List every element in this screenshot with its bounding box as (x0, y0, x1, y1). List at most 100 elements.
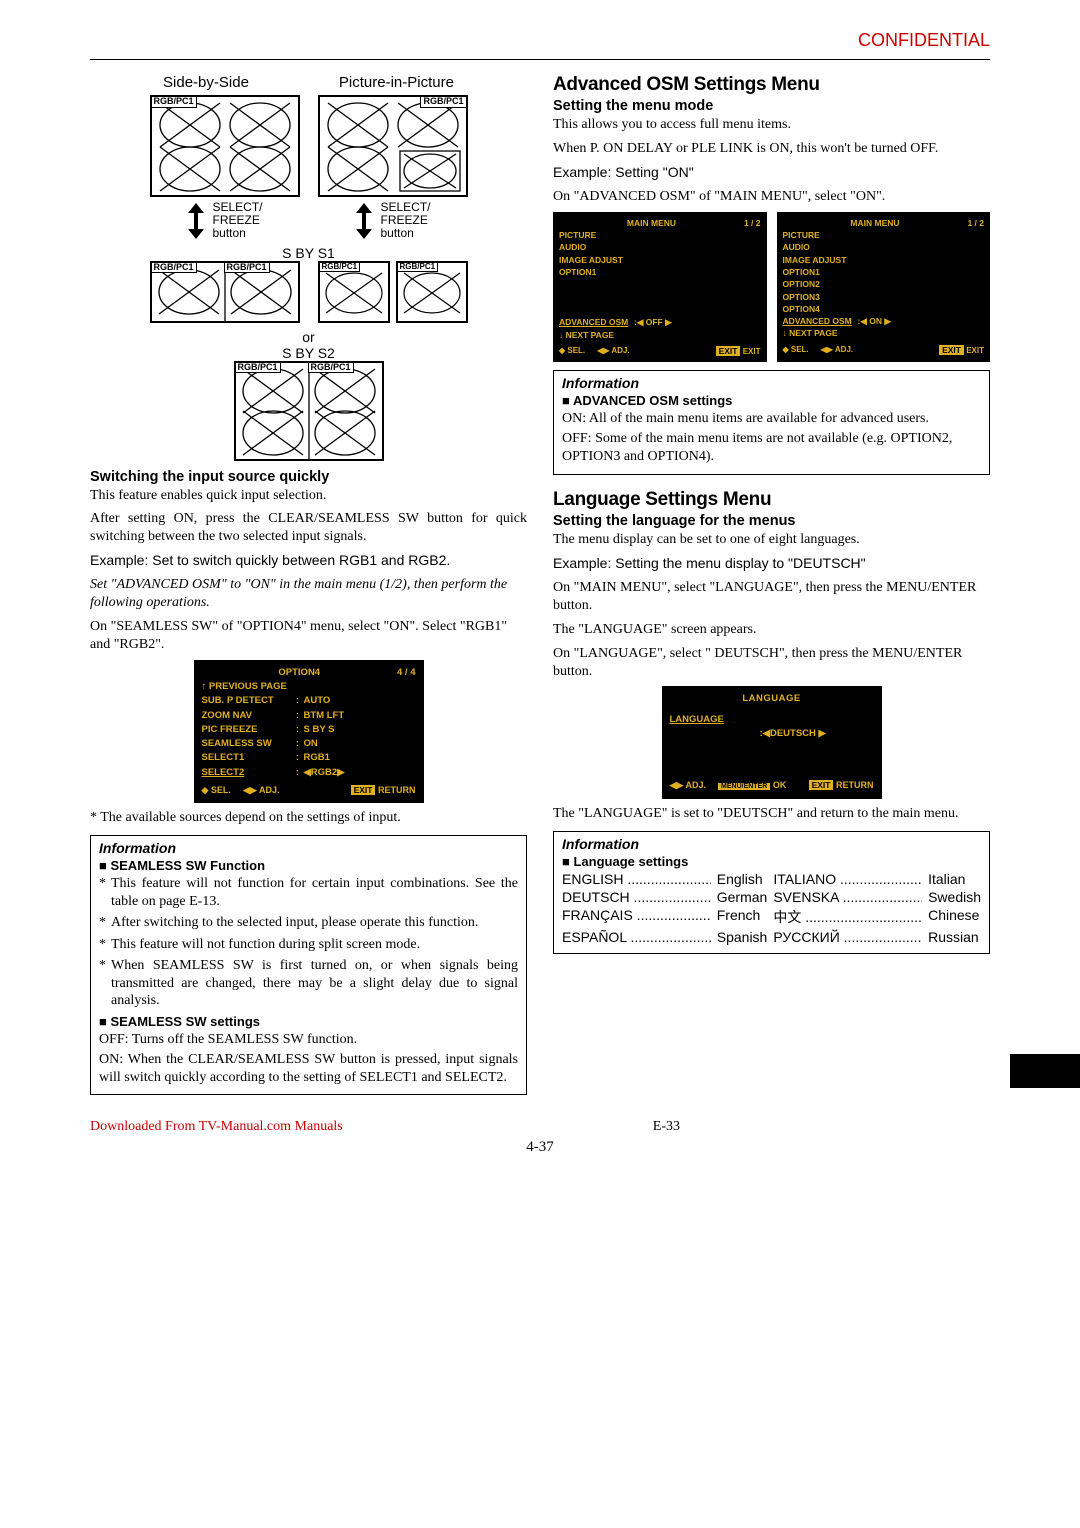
body-text: On "MAIN MENU", select "LANGUAGE", then … (553, 579, 990, 615)
info-heading: Information (99, 840, 518, 856)
osd-adv: ADVANCED OSM (783, 315, 858, 327)
osd-item: AUDIO (559, 241, 761, 253)
body-text: The menu display can be set to one of ei… (553, 531, 990, 549)
menu-enter-label: MENU/ENTER (718, 783, 770, 790)
info-box-language: Information Language settings ENGLISHEng… (553, 831, 990, 954)
osd-return: RETURN (378, 785, 416, 795)
black-tab (1010, 1054, 1080, 1088)
lang-key: FRANÇAIS (562, 907, 711, 927)
bullet-item: This feature will not function for certa… (99, 875, 518, 910)
download-link[interactable]: Downloaded From TV-Manual.com Manuals (90, 1119, 343, 1135)
osd-adv: ADVANCED OSM (559, 316, 634, 328)
select-freeze-label: SELECT/ FREEZE button (380, 201, 430, 241)
osd-row: SELECT1:RGB1 (202, 751, 416, 765)
updown-arrow-icon (354, 203, 374, 239)
lang-key: РУССКИЙ (773, 929, 922, 945)
lang-value: Russian (928, 929, 981, 945)
sbys2-label: S BY S2 (90, 345, 527, 361)
body-text: After setting ON, press the CLEAR/SEAMLE… (90, 510, 527, 546)
lang-key: SVENSKA (773, 889, 922, 905)
osd-prev: ↑ PREVIOUS PAGE (202, 680, 416, 694)
info-subhead: SEAMLESS SW Function (99, 858, 518, 873)
osd-item: IMAGE ADJUST (783, 254, 985, 266)
osd-item: OPTION2 (783, 278, 985, 290)
osd-adj: ADJ. (835, 345, 853, 354)
osd-adj: ADJ. (259, 785, 280, 795)
lang-value: Italian (928, 871, 981, 887)
rgb-pc1-label: RGB/PC1 (224, 262, 270, 274)
osd-next: ↓ NEXT PAGE (559, 329, 761, 341)
osd-item: OPTION4 (783, 303, 985, 315)
italic-note: Set "ADVANCED OSM" to "ON" in the main m… (90, 576, 527, 612)
osd-row: ZOOM NAV:BTM LFT (202, 709, 416, 723)
left-column: Side-by-Side Picture-in-Picture RGB/PC1 (90, 74, 527, 1095)
osd-sel: SEL. (567, 346, 585, 355)
sbs-diagram: RGB/PC1 (150, 95, 300, 197)
language-sub-heading: Setting the language for the menus (553, 513, 990, 529)
info-heading: Information (562, 836, 981, 852)
mainmenu-osd-on: MAIN MENU1 / 2 PICTUREAUDIOIMAGE ADJUSTO… (777, 212, 991, 363)
setting-on: ON: All of the main menu items are avail… (562, 410, 981, 428)
osd-item: OPTION1 (783, 266, 985, 278)
osd-row: LANGUAGE (670, 713, 760, 727)
osd-item: PICTURE (783, 229, 985, 241)
osd-item: OPTION1 (559, 266, 761, 278)
osd-val: ◀DEUTSCH ▶ (763, 727, 826, 741)
lang-value: French (717, 907, 768, 927)
osd-item: IMAGE ADJUST (559, 254, 761, 266)
rgb-pc1-label: RGB/PC1 (319, 262, 361, 273)
updown-arrow-icon (186, 203, 206, 239)
pip-heading: Picture-in-Picture (339, 74, 454, 91)
osd-item: AUDIO (783, 241, 985, 253)
confidential-label: CONFIDENTIAL (90, 30, 990, 51)
example-text: Example: Set to switch quickly between R… (90, 552, 527, 570)
info-heading: Information (562, 375, 981, 391)
bullet-item: This feature will not function during sp… (99, 936, 518, 954)
setting-off: OFF: Turns off the SEAMLESS SW function. (99, 1031, 518, 1049)
bullet-item: When SEAMLESS SW is first turned on, or … (99, 957, 518, 1010)
osd-title: MAIN MENU (783, 217, 968, 229)
setting-off: OFF: Some of the main menu items are not… (562, 430, 981, 466)
osd-item: PICTURE (559, 229, 761, 241)
osd-item: OPTION3 (783, 291, 985, 303)
osd-adv-val: ◀ ON ▶ (860, 315, 891, 327)
osd-row: SELECT2:◀RGB2▶ (202, 766, 416, 780)
info-subhead: ADVANCED OSM settings (562, 393, 981, 408)
body-text: This allows you to access full menu item… (553, 116, 990, 134)
osd-adj: ADJ. (611, 346, 629, 355)
sbys2-diagram: RGB/PC1 RGB/PC1 (234, 361, 384, 461)
lang-key: 中文 (773, 907, 922, 927)
language-menu-heading: Language Settings Menu (553, 489, 990, 511)
mainmenu-osd-off: MAIN MENU1 / 2 PICTUREAUDIOIMAGE ADJUSTO… (553, 212, 767, 363)
sbys1-label: S BY S1 (90, 245, 527, 261)
lang-key: DEUTSCH (562, 889, 711, 905)
osd-ok: OK (773, 780, 787, 790)
switch-heading: Switching the input source quickly (90, 469, 527, 485)
info-subhead: SEAMLESS SW settings (99, 1014, 518, 1029)
osd-adj: ADJ. (686, 780, 707, 790)
osd-page: 1 / 2 (967, 217, 984, 229)
rgb-pc1-label: RGB/PC1 (151, 96, 197, 108)
language-osd: LANGUAGE LANGUAGE : ◀DEUTSCH ▶ ◀▶ ADJ. M… (662, 686, 882, 798)
osd-row: SUB. P DETECT:AUTO (202, 694, 416, 708)
body-text: This feature enables quick input selecti… (90, 487, 527, 505)
lang-key: ENGLISH (562, 871, 711, 887)
page-number-2: 4-37 (90, 1139, 990, 1156)
rgb-pc1-label: RGB/PC1 (420, 96, 466, 108)
pip-small-diagram: RGB/PC1 (318, 261, 390, 323)
right-column: Advanced OSM Settings Menu Setting the m… (553, 74, 990, 1095)
example-text: Example: Setting "ON" (553, 164, 990, 182)
osd-title: LANGUAGE (670, 692, 874, 706)
info-box-seamless: Information SEAMLESS SW Function This fe… (90, 835, 527, 1095)
sbs-heading: Side-by-Side (163, 74, 249, 91)
lang-value: Chinese (928, 907, 981, 927)
osd-sel: SEL. (211, 785, 231, 795)
osd-page: 4 / 4 (397, 666, 416, 680)
osd-title: OPTION4 (202, 666, 398, 680)
option4-osd: OPTION44 / 4 ↑ PREVIOUS PAGE SUB. P DETE… (194, 660, 424, 804)
menu-mode-heading: Setting the menu mode (553, 98, 990, 114)
example-text: Example: Setting the menu display to "DE… (553, 555, 990, 573)
lang-value: German (717, 889, 768, 905)
pip-small-diagram: RGB/PC1 (396, 261, 468, 323)
lang-value: English (717, 871, 768, 887)
